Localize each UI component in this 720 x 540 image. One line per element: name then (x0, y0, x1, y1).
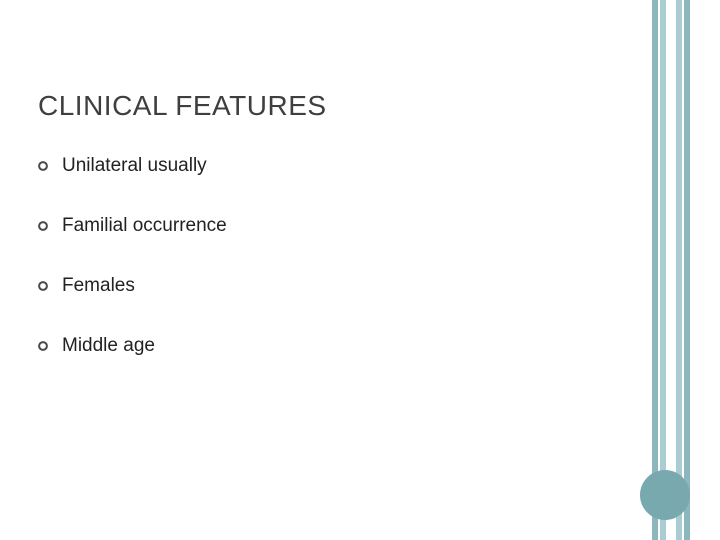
decor-rail-right (676, 0, 690, 540)
bullet-list: Unilateral usually Familial occurrence F… (38, 155, 598, 395)
decor-rail-left (652, 0, 666, 540)
bullet-icon (38, 341, 48, 351)
slide-title: CLINICAL FEATURES (38, 90, 327, 122)
list-item: Females (38, 275, 598, 297)
bullet-icon (38, 281, 48, 291)
bullet-icon (38, 221, 48, 231)
list-item: Familial occurrence (38, 215, 598, 237)
slide: CLINICAL FEATURES Unilateral usually Fam… (0, 0, 720, 540)
bullet-text: Familial occurrence (62, 215, 227, 237)
bullet-text: Females (62, 275, 135, 297)
bullet-icon (38, 161, 48, 171)
bullet-text: Unilateral usually (62, 155, 207, 177)
list-item: Middle age (38, 335, 598, 357)
decor-circle (640, 470, 690, 520)
bullet-text: Middle age (62, 335, 155, 357)
list-item: Unilateral usually (38, 155, 598, 177)
